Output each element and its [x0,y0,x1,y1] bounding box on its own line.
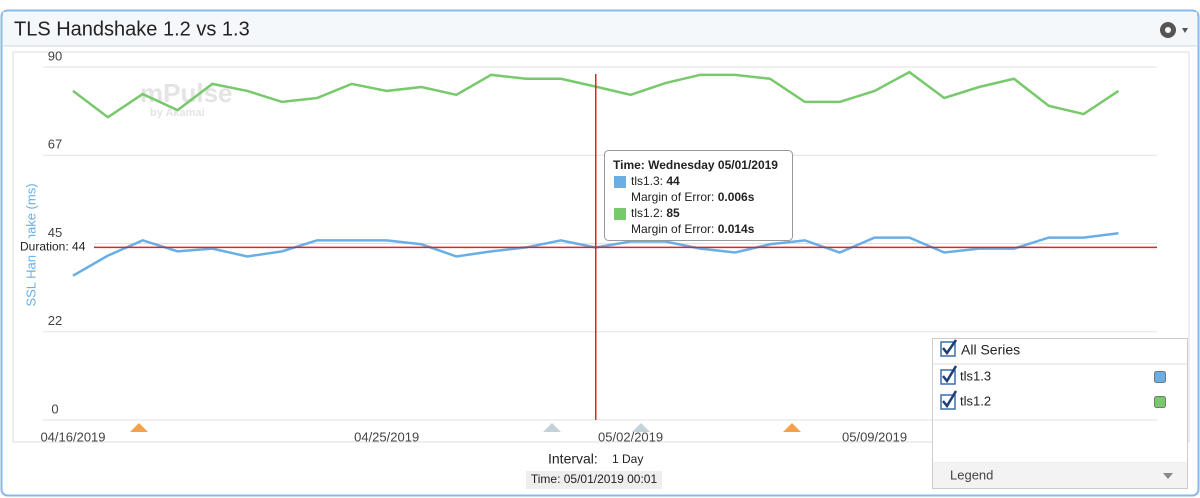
tooltip-series-value: 44 [666,174,680,188]
tooltip-swatch [614,208,626,220]
gear-caret[interactable] [1182,28,1188,33]
chart-title: TLS Handshake 1.2 vs 1.3 [14,18,250,40]
y-tick-label: 45 [48,225,62,240]
watermark-sub: by Akamai [150,107,205,119]
tooltip-margin: Margin of Error: 0.014s [631,222,755,236]
checkmark[interactable] [942,339,958,356]
tooltip-time: Time: Wednesday 05/01/2019 [613,158,778,172]
legend-entry[interactable]: tls1.2 [960,393,991,408]
reference-label-bg [18,238,94,255]
legend-swatch [1154,371,1166,383]
legend-caret[interactable] [1163,473,1173,479]
tooltip-margin-label: Margin of Error: [631,222,714,236]
tooltip-margin-value: 0.006s [718,190,755,204]
tooltip-margin: Margin of Error: 0.006s [631,190,755,204]
event-marker[interactable] [130,423,148,432]
checkmark[interactable] [942,390,958,409]
y-tick-label: 22 [48,313,62,328]
event-marker[interactable] [632,423,650,432]
checkmark[interactable] [942,365,958,384]
y-tick-label: 90 [48,48,62,63]
legend-swatch [1154,396,1166,408]
tooltip-series-label: tls1.3: [631,174,663,188]
legend-all[interactable]: All Series [961,342,1020,358]
y-tick-label: 0 [51,401,58,416]
plot-frame [12,51,1190,443]
x-tick-label: 04/25/2019 [354,429,419,444]
tooltip-swatch [614,176,626,188]
time-footer-box [526,471,662,489]
tooltip-series: tls1.2: 85 [631,206,680,220]
interval-value[interactable]: 1 Day [612,452,643,466]
gear-hole[interactable] [1165,27,1171,33]
x-tick-label: 04/16/2019 [40,429,105,444]
tooltip-margin-value: 0.014s [718,222,755,236]
tooltip-series: tls1.3: 44 [631,174,680,188]
legend-footer-bg [933,463,1187,488]
legend-panel: All Series Legend [932,338,1188,489]
tooltip-series-value: 85 [666,206,680,220]
event-marker[interactable] [783,423,801,432]
y-tick-label: 67 [48,137,62,152]
reference-label-text: Duration: [20,240,69,254]
reference-label: Duration: 44 [20,240,86,254]
event-marker[interactable] [543,423,561,432]
legend-footer[interactable]: Legend [950,467,993,482]
time-footer: Time: 05/01/2019 00:01 [531,472,658,486]
settings-gear[interactable] [1160,22,1188,38]
tooltip-margin-label: Margin of Error: [631,190,714,204]
reference-label-value: 44 [72,240,86,254]
x-tick-label: 05/09/2019 [842,429,907,444]
interval-label: Interval: [548,451,598,467]
panel [0,9,1200,497]
legend-entry[interactable]: tls1.3 [960,368,991,383]
tooltip-box [604,150,793,241]
tooltip-series-label: tls1.2: [631,206,663,220]
title-bar [3,12,1197,46]
x-tick-label: 05/02/2019 [598,429,663,444]
